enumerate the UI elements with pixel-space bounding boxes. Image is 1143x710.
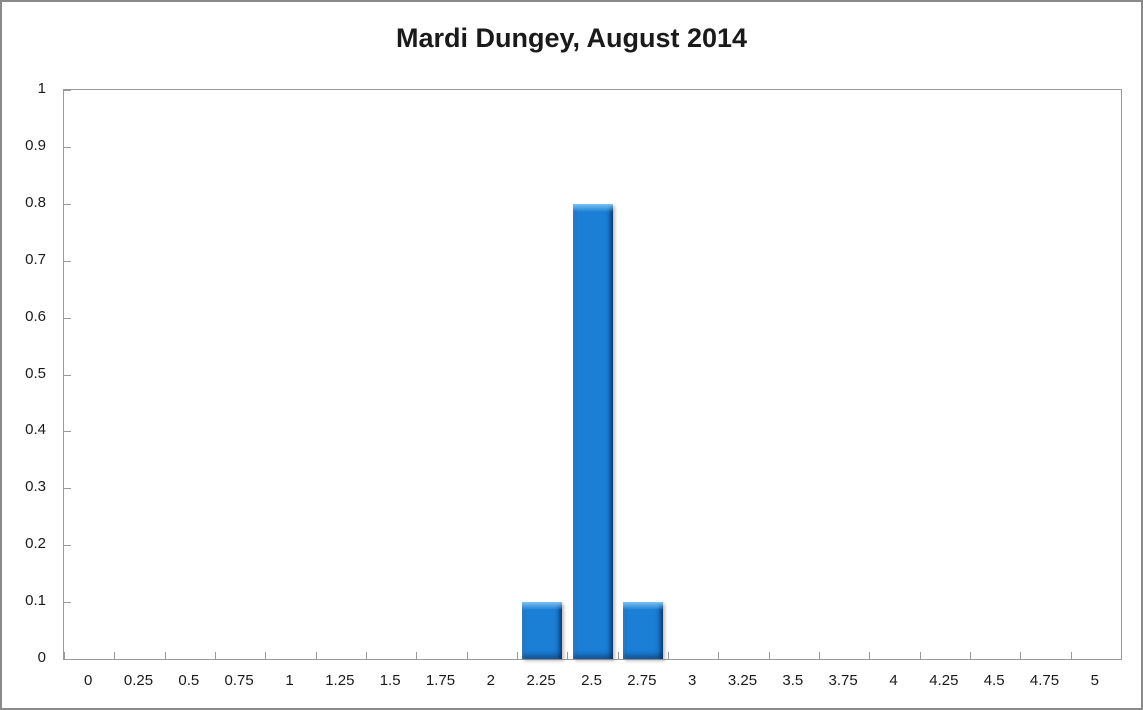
x-axis-tick (466, 652, 468, 659)
bar-2.5 (572, 203, 613, 659)
x-axis-tick (869, 652, 871, 659)
y-axis-tick (64, 203, 71, 205)
y-axis-tick (64, 431, 71, 433)
x-axis-tick-label: 1.75 (425, 672, 456, 689)
x-axis-tick-label: 4 (889, 672, 898, 689)
y-axis-tick-label: 0.9 (25, 136, 46, 154)
x-axis-tick-label: 2 (486, 672, 495, 689)
x-axis-tick (215, 652, 216, 659)
y-axis-tick (64, 374, 71, 376)
y-axis-tick (64, 260, 71, 262)
x-axis-tick-label: 4.5 (983, 672, 1005, 689)
x-axis-tick-label: 0.5 (178, 672, 200, 689)
y-axis-tick-label: 0 (37, 649, 46, 666)
y-axis-tick-label: 1 (37, 80, 46, 97)
x-axis-tick-label: 3 (687, 672, 697, 689)
y-axis-tick (64, 545, 71, 547)
x-axis-tick-label: 2.5 (581, 672, 602, 689)
y-axis-tick-label: 0.1 (25, 592, 46, 610)
x-axis-tick (1020, 652, 1022, 659)
chart-title: Mardi Dungey, August 2014 (395, 23, 748, 53)
x-axis-tick (668, 652, 669, 659)
x-axis-tick (919, 652, 921, 659)
x-axis-tick-label: 5 (1090, 672, 1099, 689)
y-axis-labels: 0 0.1 0.2 0.3 0.4 0.5 0.6 0.7 0.8 0.9 1 (2, 81, 49, 666)
x-axis-tick-label: 0 (84, 672, 93, 689)
x-axis-tick (819, 652, 820, 659)
x-axis-tick-label: 1.5 (379, 672, 401, 689)
x-axis-tick (366, 652, 367, 659)
x-axis-tick-label: 4.75 (1029, 672, 1060, 689)
x-axis-tick (315, 652, 317, 659)
y-axis-tick-label: 0.2 (25, 535, 46, 553)
y-axis-tick-label: 0.6 (25, 307, 46, 325)
x-axis-tick-label: 3.75 (828, 672, 858, 689)
x-axis-tick (114, 652, 116, 659)
y-axis-tick (64, 90, 71, 91)
bar-2.25 (522, 602, 563, 659)
x-axis-tick-label: 3.5 (782, 672, 804, 689)
y-axis-tick (64, 659, 71, 660)
x-axis-tick (1121, 652, 1122, 659)
x-axis-tick-label: 2.25 (526, 672, 556, 689)
y-axis-tick (64, 146, 71, 148)
x-axis-tick-label: 0.25 (123, 672, 154, 689)
x-axis-tick (164, 652, 166, 659)
y-axis-tick-label: 0.4 (25, 421, 46, 439)
x-axis-tick (718, 652, 720, 659)
x-axis-tick (768, 652, 770, 659)
x-axis-tick-label: 1.25 (325, 672, 355, 689)
x-axis-tick (1070, 652, 1072, 659)
x-axis-tick (265, 652, 267, 659)
y-axis-tick-label: 0.3 (25, 478, 46, 496)
x-axis-tick (416, 652, 418, 659)
y-axis-tick (64, 602, 71, 604)
x-axis-tick (567, 652, 569, 659)
x-axis-tick-label: 3.25 (727, 672, 758, 689)
x-axis-tick (64, 652, 65, 659)
x-axis-tick-label: 4.25 (929, 672, 959, 689)
x-axis-tick (970, 652, 971, 659)
plot-area (63, 89, 1122, 660)
x-axis-labels: 0 0.25 0.5 0.75 1 1.25 1.5 1.75 2 2.25 2.5 2.75 3 3.2… (63, 670, 1120, 694)
x-axis-tick-label: 1 (285, 672, 294, 689)
y-axis-tick-label: 0.5 (25, 364, 46, 382)
x-axis-tick (517, 652, 518, 659)
y-axis-tick-label: 0.8 (25, 193, 46, 211)
y-axis-tick-label: 0.7 (25, 250, 46, 268)
y-axis-tick (64, 317, 71, 319)
x-axis-tick (617, 652, 619, 659)
y-axis-tick (64, 488, 71, 490)
x-axis-tick-label: 2.75 (627, 672, 657, 689)
bar-2.75 (622, 602, 663, 659)
x-axis-tick-label: 0.75 (224, 672, 254, 689)
